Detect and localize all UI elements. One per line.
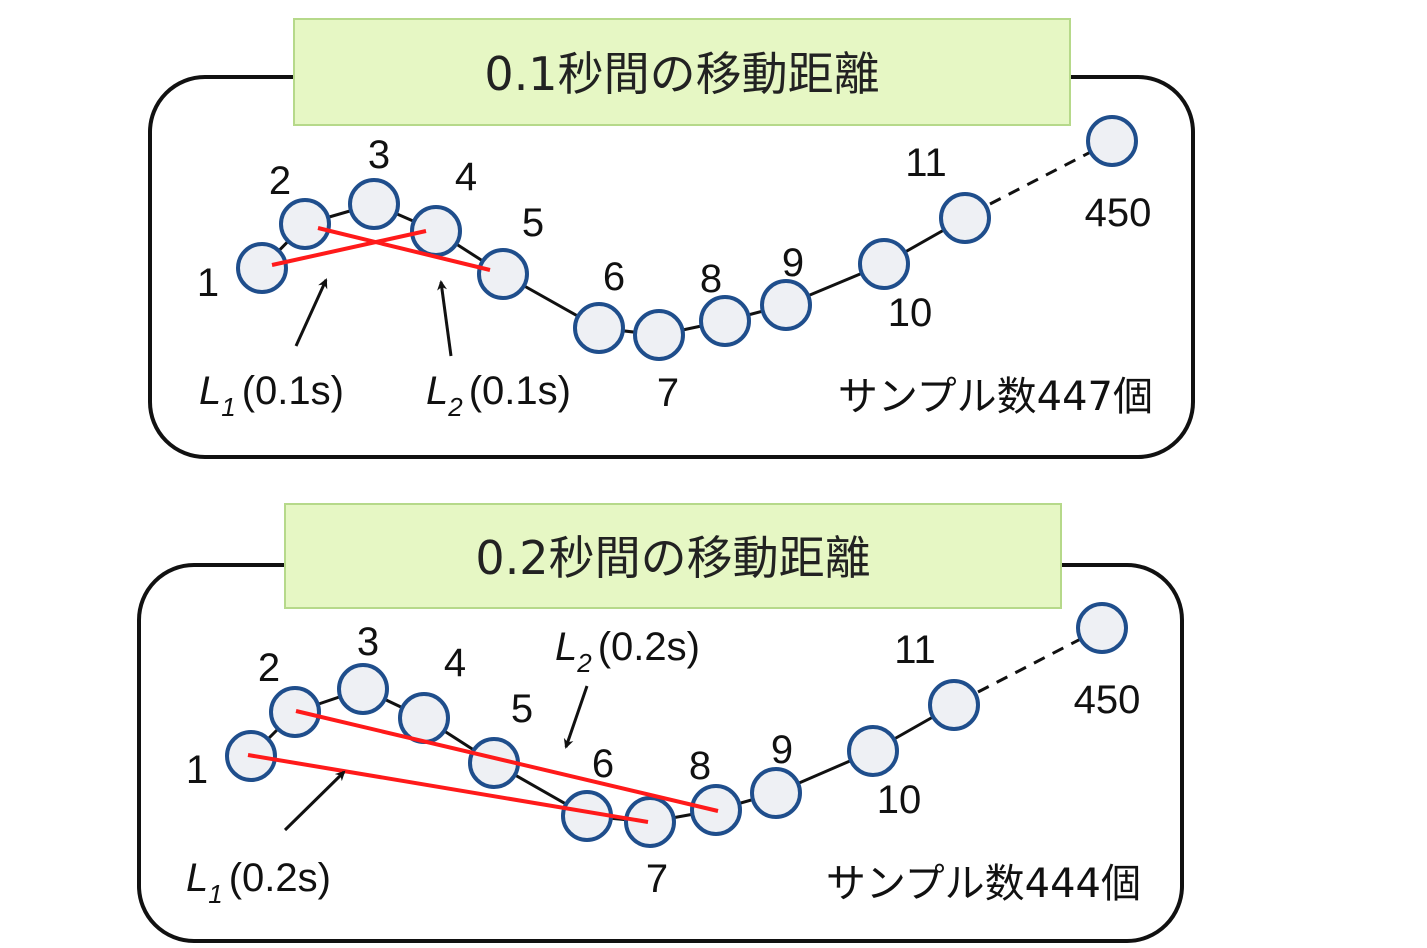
node-label: 11 <box>905 141 947 185</box>
panel-0-1s: 0.1秒間の移動距離 1 2 3 4 5 6 7 8 <box>148 18 1195 459</box>
panel-title: 0.2秒間の移動距離 <box>475 531 870 585</box>
title-box <box>293 18 1071 126</box>
sample-count: サンプル数444個 <box>826 861 1141 907</box>
segment-label-l1: L1 (0.2s) <box>186 856 331 909</box>
node-label: 3 <box>368 133 390 177</box>
segment-l1 <box>271 229 427 267</box>
sample-count: サンプル数447個 <box>838 374 1153 420</box>
node-label: 2 <box>258 646 280 690</box>
node-label: 9 <box>782 241 804 285</box>
node-label: 3 <box>357 620 379 664</box>
node-label: 4 <box>455 155 477 199</box>
node-label: 4 <box>444 641 466 685</box>
nodes <box>236 115 1138 361</box>
node-label: 6 <box>603 255 625 299</box>
arrow-l2 <box>437 280 453 357</box>
node <box>337 663 389 715</box>
arrow-l2 <box>563 685 589 749</box>
node <box>939 192 991 244</box>
node <box>847 725 899 777</box>
node <box>398 692 450 744</box>
node <box>624 796 676 848</box>
node-label: 5 <box>511 687 533 731</box>
node-label: 9 <box>771 728 793 772</box>
node <box>858 238 910 290</box>
node-label: 10 <box>888 291 933 335</box>
segment-l2 <box>317 226 491 272</box>
node <box>269 686 321 738</box>
node-label: 5 <box>522 201 544 245</box>
node-label: 2 <box>269 159 291 203</box>
node <box>1076 602 1128 654</box>
segment-label-l2: L2 (0.2s) <box>555 625 700 678</box>
panel-0-2s: 0.2秒間の移動距離 1 2 3 4 5 6 7 8 9 10 11 <box>137 503 1184 943</box>
node-label: 10 <box>877 778 922 822</box>
node-label: 8 <box>700 257 722 301</box>
node <box>760 279 812 331</box>
node-label: 450 <box>1085 191 1152 235</box>
segment-label-l1: L1 (0.1s) <box>199 369 344 422</box>
node <box>699 295 751 347</box>
arrow-l1 <box>283 770 346 832</box>
node <box>573 302 625 354</box>
node <box>236 242 288 294</box>
node <box>928 679 980 731</box>
node <box>279 198 331 250</box>
panel-title: 0.1秒間の移動距離 <box>484 47 879 101</box>
segment-label-l2: L2 (0.1s) <box>426 369 571 422</box>
node <box>633 309 685 361</box>
node-label: 7 <box>646 857 668 901</box>
node-label: 1 <box>186 748 208 792</box>
node <box>750 767 802 819</box>
arrow-l1 <box>294 278 328 347</box>
node-label: 8 <box>689 744 711 788</box>
node-label: 450 <box>1074 678 1141 722</box>
node <box>1086 115 1138 167</box>
node-label: 6 <box>592 742 614 786</box>
nodes <box>225 602 1128 848</box>
node-label: 7 <box>657 371 679 415</box>
title-box <box>284 503 1062 609</box>
segment-l1 <box>247 753 649 824</box>
node <box>477 248 529 300</box>
node-label: 1 <box>197 261 219 305</box>
node-label: 11 <box>894 628 936 672</box>
node <box>348 178 400 230</box>
segment-l2 <box>295 709 719 813</box>
